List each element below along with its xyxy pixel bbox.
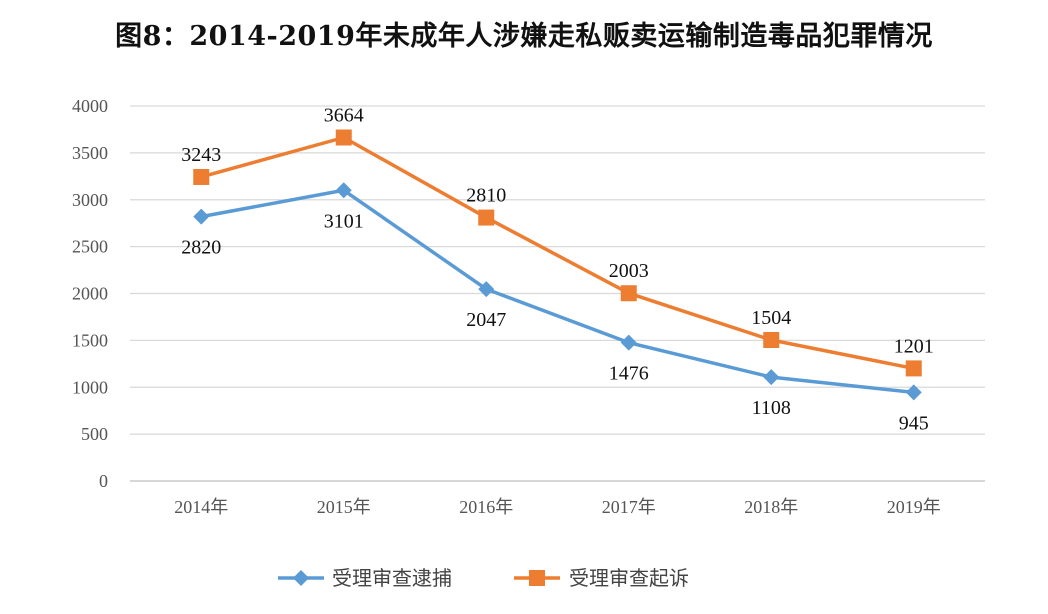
data-label: 2810 xyxy=(466,185,506,207)
data-point xyxy=(478,209,495,226)
data-label: 2820 xyxy=(181,237,221,259)
legend-label: 受理审查逮捕 xyxy=(332,566,452,590)
legend-label: 受理审查起诉 xyxy=(569,566,689,590)
data-label: 3664 xyxy=(324,105,364,127)
y-tick-label: 1000 xyxy=(72,377,108,397)
y-tick-label: 500 xyxy=(81,424,108,444)
data-point xyxy=(620,285,637,302)
x-tick-label: 2018年 xyxy=(744,497,798,517)
x-tick-label: 2015年 xyxy=(317,497,371,517)
x-tick-label: 2016年 xyxy=(459,497,513,517)
data-labels: 2820 3101 2047 1476 1108 945 3243 3664 2810 2003 1… xyxy=(181,105,934,435)
data-point xyxy=(478,281,495,298)
y-tick-label: 3500 xyxy=(72,143,108,163)
legend-marker xyxy=(293,570,309,586)
data-point xyxy=(905,384,922,401)
data-label: 2047 xyxy=(466,309,506,331)
gridlines xyxy=(130,105,985,482)
x-tick-label: 2017年 xyxy=(602,497,656,517)
y-tick-label: 2500 xyxy=(72,237,108,257)
data-label: 1504 xyxy=(751,307,791,329)
data-point xyxy=(620,334,637,351)
series-group xyxy=(193,129,922,401)
x-tick-label: 2014年 xyxy=(174,497,228,517)
chart-title: 图8：2014-2019年未成年人涉嫌走私贩卖运输制造毒品犯罪情况 xyxy=(115,21,933,52)
data-label: 1108 xyxy=(752,397,791,419)
data-point xyxy=(905,360,922,377)
y-tick-label: 3000 xyxy=(72,190,108,210)
data-label: 1476 xyxy=(609,363,649,385)
data-point xyxy=(763,332,780,348)
series-line xyxy=(200,135,915,371)
y-tick-label: 2000 xyxy=(72,284,108,304)
y-axis-ticks: 0 500 1000 1500 2000 2500 3000 3500 4000 xyxy=(72,96,108,491)
data-label: 2003 xyxy=(609,260,649,282)
data-point xyxy=(193,208,210,225)
legend-marker xyxy=(529,570,545,586)
data-label: 3101 xyxy=(324,210,364,232)
data-label: 945 xyxy=(899,412,929,434)
data-label: 3243 xyxy=(181,144,221,166)
data-point xyxy=(335,182,352,199)
legend: 受理审查逮捕 受理审查起诉 xyxy=(278,566,689,590)
data-point xyxy=(335,129,352,146)
data-point xyxy=(193,168,210,185)
y-tick-label: 4000 xyxy=(72,96,108,116)
y-tick-label: 1500 xyxy=(72,330,108,350)
x-axis-ticks: 2014年 2015年 2016年 2017年 2018年 2019年 xyxy=(174,497,941,517)
x-tick-label: 2019年 xyxy=(887,497,941,517)
data-point xyxy=(763,369,780,386)
data-label: 1201 xyxy=(894,335,934,357)
series-line xyxy=(200,188,914,395)
y-tick-label: 0 xyxy=(99,471,108,491)
